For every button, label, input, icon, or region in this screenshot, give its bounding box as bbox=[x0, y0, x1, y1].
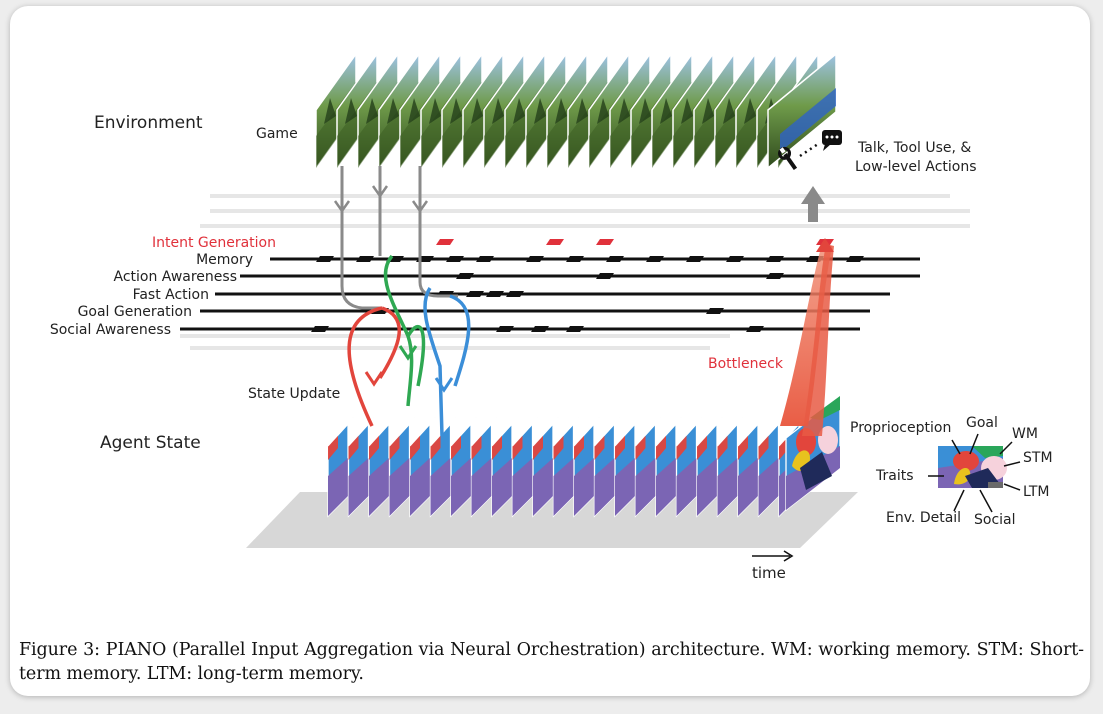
agent-state-frame bbox=[593, 413, 623, 518]
agent-state-frame bbox=[655, 413, 685, 518]
agent-state-frame bbox=[552, 413, 582, 518]
module-activation-mark bbox=[766, 273, 784, 279]
agent-state-frame-last bbox=[785, 394, 841, 512]
module-activation-mark bbox=[566, 256, 584, 262]
agent-state-frame bbox=[696, 413, 726, 518]
module-activation-mark bbox=[706, 308, 724, 314]
agent-state-frame bbox=[573, 413, 603, 518]
module-activation-mark bbox=[311, 326, 329, 332]
module-activation-mark bbox=[486, 291, 504, 297]
module-activation-mark bbox=[466, 291, 484, 297]
module-activation-mark bbox=[506, 291, 524, 297]
agent-state-frame bbox=[532, 413, 562, 518]
module-activation-mark bbox=[596, 239, 614, 245]
module-activation-mark bbox=[846, 256, 864, 262]
module-activation-mark bbox=[596, 273, 614, 279]
agent-state-frames-stack bbox=[327, 394, 841, 518]
actions-label-line1: Talk, Tool Use, & bbox=[857, 140, 971, 156]
module-activation-mark bbox=[496, 326, 514, 332]
module-lane bbox=[200, 308, 870, 314]
module-activation-mark bbox=[686, 256, 704, 262]
gray-arrow-1 bbox=[340, 166, 382, 310]
module-label-social-awareness: Social Awareness bbox=[50, 322, 171, 338]
time-label: time bbox=[752, 564, 786, 582]
agent-state-frame bbox=[327, 413, 357, 518]
module-activation-mark bbox=[531, 326, 549, 332]
agent-state-frame bbox=[491, 413, 521, 518]
module-activation-mark bbox=[606, 256, 624, 262]
module-lane bbox=[270, 256, 920, 262]
module-activation-mark bbox=[456, 273, 474, 279]
legend-social: Social bbox=[974, 512, 1016, 528]
module-label-memory: Memory bbox=[196, 252, 253, 268]
actions-label-line2: Low-level Actions bbox=[855, 159, 977, 175]
agent-state-legend: Proprioception Goal WM STM Traits LTM En… bbox=[850, 415, 1053, 528]
game-frames-stack bbox=[315, 51, 837, 171]
figure-caption: Figure 3: PIANO (Parallel Input Aggregat… bbox=[19, 640, 1084, 684]
blue-state-arrow bbox=[423, 287, 471, 437]
module-activation-mark bbox=[546, 239, 564, 245]
wrench-icon bbox=[778, 146, 798, 171]
bottleneck-arrows bbox=[780, 186, 834, 436]
module-lanes bbox=[180, 239, 940, 332]
green-state-arrow bbox=[383, 254, 426, 407]
module-activation-mark bbox=[766, 256, 784, 262]
agent-state-frame bbox=[675, 413, 705, 518]
module-label-intent-generation: Intent Generation bbox=[152, 235, 276, 251]
module-lane bbox=[280, 239, 940, 245]
module-activation-mark bbox=[646, 256, 664, 262]
legend-proprioception: Proprioception bbox=[850, 420, 951, 436]
agent-state-label: Agent State bbox=[100, 433, 201, 453]
agent-state-frame bbox=[368, 413, 398, 518]
time-arrow-icon bbox=[752, 550, 794, 562]
module-label-action-awareness: Action Awareness bbox=[114, 269, 237, 285]
state-update-arrows bbox=[333, 166, 471, 437]
agent-state-frame bbox=[716, 413, 746, 518]
module-lane bbox=[240, 273, 920, 279]
module-activation-mark bbox=[726, 256, 744, 262]
module-activation-mark bbox=[446, 256, 464, 262]
bottleneck-label: Bottleneck bbox=[708, 356, 784, 372]
module-activation-mark bbox=[356, 256, 374, 262]
game-label: Game bbox=[256, 126, 298, 142]
module-activation-mark bbox=[316, 256, 334, 262]
module-label-fast-action: Fast Action bbox=[133, 287, 209, 303]
agent-state-frame bbox=[450, 413, 480, 518]
agent-state-frame bbox=[757, 413, 787, 518]
action-output-arrow bbox=[801, 186, 825, 222]
legend-ltm: LTM bbox=[1023, 484, 1050, 500]
legend-traits: Traits bbox=[875, 468, 914, 484]
speech-bubble-icon bbox=[822, 130, 842, 151]
legend-goal: Goal bbox=[966, 415, 998, 431]
module-lane bbox=[180, 326, 860, 332]
module-lane bbox=[215, 291, 890, 297]
legend-env-detail: Env. Detail bbox=[886, 510, 961, 526]
agent-state-frame bbox=[409, 413, 439, 518]
figure-card: Environment Game Talk, Tool Use, & Low-l… bbox=[10, 6, 1090, 696]
agent-state-frame bbox=[470, 413, 500, 518]
environment-label: Environment bbox=[94, 113, 203, 133]
agent-state-frame bbox=[511, 413, 541, 518]
module-label-goal-generation: Goal Generation bbox=[78, 304, 192, 320]
red-state-arrow bbox=[347, 306, 401, 427]
game-frame-last bbox=[767, 52, 837, 170]
piano-architecture-diagram: Environment Game Talk, Tool Use, & Low-l… bbox=[50, 51, 1053, 582]
module-activation-mark bbox=[526, 256, 544, 262]
module-activation-mark bbox=[566, 326, 584, 332]
module-activation-mark bbox=[476, 256, 494, 262]
agent-state-frame bbox=[429, 413, 459, 518]
module-activation-mark bbox=[746, 326, 764, 332]
state-update-label: State Update bbox=[248, 386, 340, 402]
gray-arrow-3 bbox=[418, 166, 458, 298]
faint-lanes bbox=[180, 194, 970, 350]
legend-wm: WM bbox=[1012, 426, 1038, 442]
module-activation-mark bbox=[436, 239, 454, 245]
legend-stm: STM bbox=[1023, 450, 1053, 466]
agent-state-frame bbox=[614, 413, 644, 518]
